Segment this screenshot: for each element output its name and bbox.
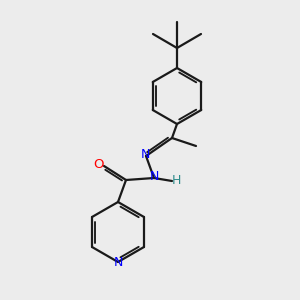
Text: N: N [140,148,150,161]
Text: O: O [94,158,104,172]
Text: N: N [149,170,159,184]
Text: H: H [171,175,181,188]
Text: N: N [113,256,123,268]
